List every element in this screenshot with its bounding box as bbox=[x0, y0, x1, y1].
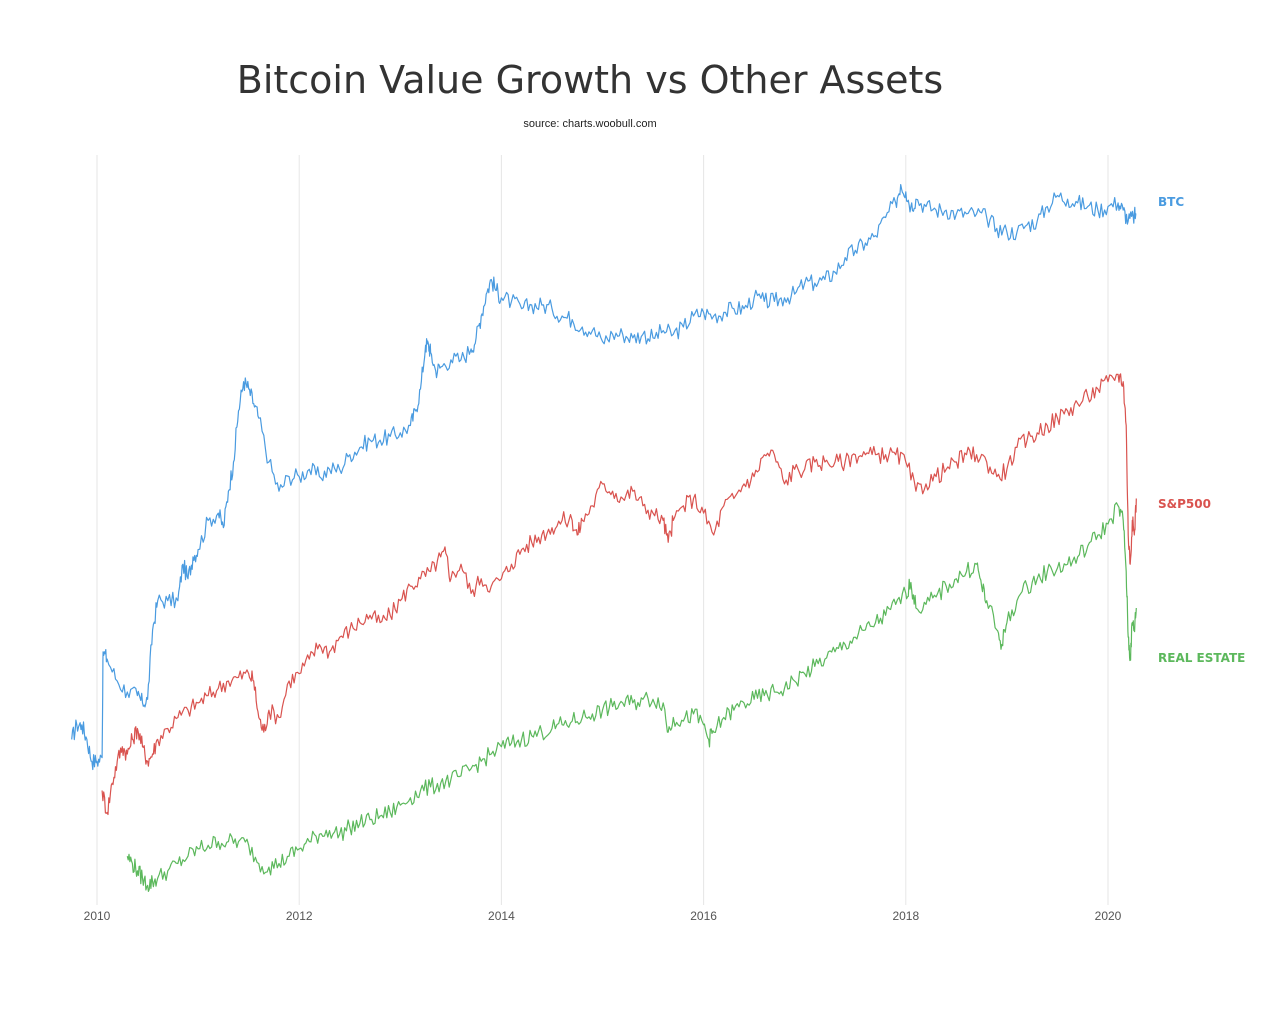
series-line-s-p500 bbox=[101, 373, 1137, 816]
series-label-real-estate: REAL ESTATE bbox=[1158, 651, 1245, 665]
x-tick-label: 2016 bbox=[690, 909, 717, 923]
gridlines bbox=[96, 155, 1109, 905]
x-tick-label: 2018 bbox=[892, 909, 919, 923]
series-label-btc: BTC bbox=[1158, 195, 1184, 209]
x-axis-ticks: 2010 2012 2014 2016 2018 2020 bbox=[84, 909, 1122, 923]
x-tick-label: 2010 bbox=[84, 909, 111, 923]
chart-subtitle: source: charts.woobull.com bbox=[523, 118, 657, 130]
chart-title: Bitcoin Value Growth vs Other Assets bbox=[236, 58, 944, 102]
x-tick-label: 2012 bbox=[286, 909, 313, 923]
series-lines bbox=[71, 184, 1137, 892]
x-tick-label: 2014 bbox=[488, 909, 515, 923]
series-line-real-estate bbox=[126, 502, 1137, 892]
series-line-btc bbox=[71, 184, 1137, 771]
series-label-s-p500: S&P500 bbox=[1158, 497, 1211, 511]
series-labels: BTC S&P500 REAL ESTATE bbox=[1158, 195, 1245, 665]
x-tick-label: 2020 bbox=[1095, 909, 1122, 923]
